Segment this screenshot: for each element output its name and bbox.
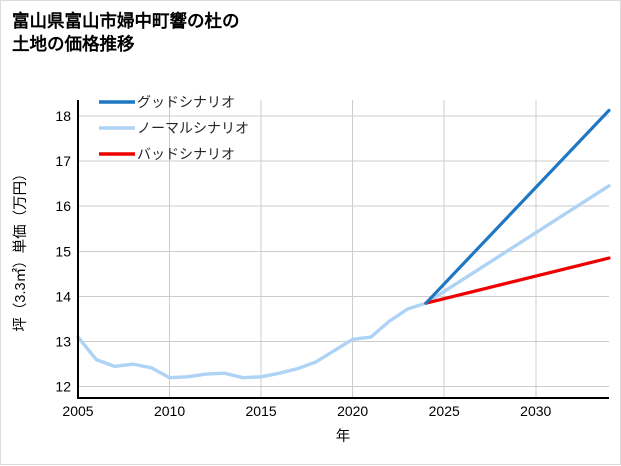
series-line-good <box>424 108 611 305</box>
y-tick-label: 14 <box>55 288 71 304</box>
y-tick-label: 17 <box>55 153 71 169</box>
x-tick-label: 2005 <box>62 403 93 419</box>
y-tick-label: 12 <box>55 379 71 395</box>
y-axis-tick-labels: 12 13 14 15 16 17 18 <box>55 108 71 395</box>
legend-label: グッドシナリオ <box>137 94 235 110</box>
page-title: 富山県富山市婦中町響の杜の 土地の価格推移 <box>12 11 240 55</box>
y-tick-label: 18 <box>55 108 71 124</box>
y-tick-label: 15 <box>55 243 71 259</box>
x-axis-title: 年 <box>336 428 351 445</box>
x-tick-label: 2020 <box>337 403 368 419</box>
series-line-bad <box>424 256 611 305</box>
x-tick-label: 2030 <box>520 403 551 419</box>
series-line-normal <box>76 184 611 380</box>
x-axis-tick-labels: 2005 2010 2015 2020 2025 2030 <box>62 403 551 419</box>
y-axis-title: 坪（3.3㎡）単価（万円） <box>12 166 29 331</box>
data-series-group <box>76 108 611 380</box>
legend-label: ノーマルシナリオ <box>137 120 249 136</box>
y-tick-label: 13 <box>55 334 71 350</box>
x-tick-label: 2025 <box>429 403 460 419</box>
axis-spines <box>76 100 609 400</box>
x-tick-label: 2010 <box>154 403 185 419</box>
grid-lines <box>77 100 609 398</box>
legend-label: バッドシナリオ <box>137 146 235 162</box>
x-tick-label: 2015 <box>246 403 277 419</box>
y-tick-label: 16 <box>55 198 71 214</box>
